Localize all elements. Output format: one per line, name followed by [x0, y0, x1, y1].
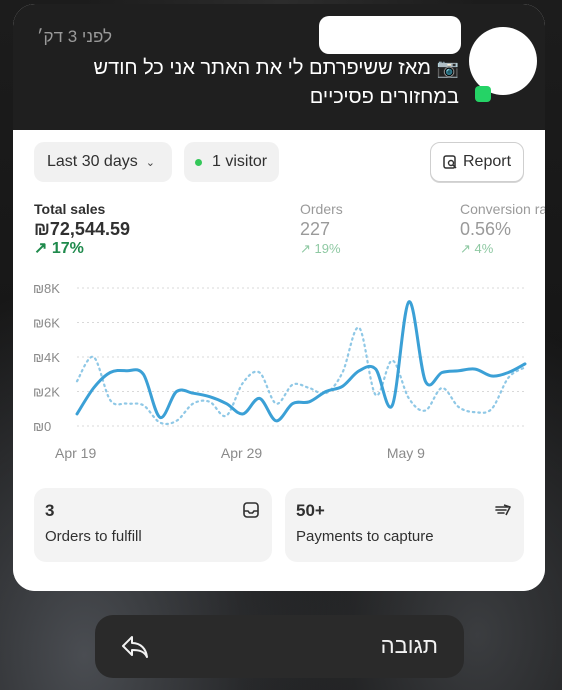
message-line-1: מאז ששיפרתם לי את האתר אני כל חודש [93, 57, 432, 79]
metric-change: ↗ 17% [34, 240, 84, 257]
reply-label: תגובה [380, 633, 438, 658]
date-range-selector[interactable]: Last 30 days ⌄ [34, 142, 172, 182]
metric-change: ↗ 4% [460, 241, 494, 256]
notification-time: לפני 3 דק׳ [37, 27, 112, 46]
payments-to-capture-card[interactable]: 50+ Payments to capture [285, 488, 524, 562]
sender-avatar [469, 27, 537, 95]
reply-arrow-icon [122, 636, 148, 658]
sales-line-chart: ₪0 ₪2K ₪4K ₪6K ₪8K Apr 19 Apr 29 May 9 [33, 281, 527, 461]
message-line-2: במחזורים פסיכיים [309, 86, 459, 108]
orders-to-fulfill-card[interactable]: 3 Orders to fulfill [34, 488, 272, 562]
y-tick-label: ₪4K [33, 350, 60, 365]
date-range-label: Last 30 days [47, 153, 138, 170]
x-tick-label: Apr 19 [55, 445, 96, 461]
metric-label: Conversion rate [460, 201, 545, 217]
whatsapp-icon [475, 86, 491, 102]
shopify-dashboard-preview: Last 30 days ⌄ 1 visitor Report Total sa… [13, 130, 545, 591]
metric-orders[interactable]: Orders 227 ↗ 19% [300, 200, 343, 258]
chevron-down-icon: ⌄ [145, 156, 155, 169]
visitors-badge[interactable]: 1 visitor [184, 142, 279, 182]
payment-icon [495, 504, 511, 516]
metric-value: 0.56% [460, 219, 512, 239]
card-label: Orders to fulfill [45, 528, 142, 545]
metric-value: 227 [300, 219, 331, 239]
camera-icon: 📷 [436, 58, 459, 78]
notification-card[interactable]: לפני 3 דק׳ 📷 מאז ששיפרתם לי את האתר אני … [13, 4, 545, 591]
visitors-label: 1 visitor [212, 153, 268, 170]
metric-value: ₪72,544.59 [34, 219, 130, 239]
report-icon [443, 155, 457, 169]
y-tick-label: ₪0 [33, 419, 51, 434]
notification-message: 📷 מאז ששיפרתם לי את האתר אני כל חודש במח… [59, 54, 459, 112]
x-tick-label: Apr 29 [221, 445, 262, 461]
report-button[interactable]: Report [430, 142, 524, 182]
metric-change: ↗ 19% [300, 241, 341, 256]
card-value: 3 [45, 501, 55, 520]
y-tick-label: ₪6K [33, 316, 60, 331]
series-line-current [75, 300, 527, 423]
report-label: Report [463, 153, 512, 170]
inbox-icon [243, 502, 259, 518]
metric-conversion[interactable]: Conversion rate 0.56% ↗ 4% [460, 200, 545, 258]
card-label: Payments to capture [296, 528, 434, 545]
live-dot-icon [195, 158, 202, 166]
series-line-comparison [75, 326, 527, 426]
x-tick-label: May 9 [387, 445, 425, 461]
y-tick-label: ₪8K [33, 281, 60, 296]
metric-total-sales[interactable]: Total sales ₪72,544.59 ↗ 17% [34, 200, 130, 258]
metric-label: Total sales [34, 201, 106, 217]
card-value: 50+ [296, 501, 325, 520]
notification-header: לפני 3 דק׳ 📷 מאז ששיפרתם לי את האתר אני … [13, 4, 545, 130]
y-tick-label: ₪2K [33, 385, 60, 400]
metric-label: Orders [300, 201, 343, 217]
sender-name-redacted [319, 16, 461, 54]
reply-button[interactable]: תגובה [95, 615, 464, 678]
